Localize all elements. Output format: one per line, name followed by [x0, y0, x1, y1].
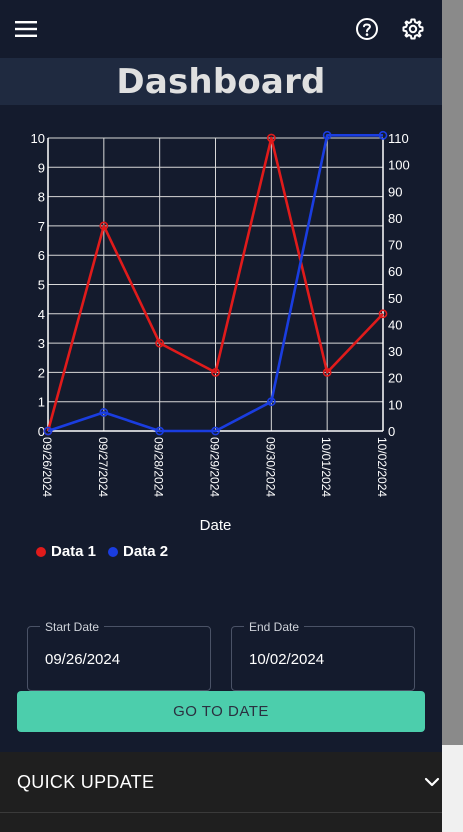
go-to-date-button[interactable]: GO TO DATE: [17, 691, 425, 732]
y-left-tick-label: 2: [38, 365, 45, 380]
quick-update-accordion[interactable]: QUICK UPDATE: [0, 752, 442, 812]
help-button[interactable]: [352, 14, 382, 44]
scrollbar-track[interactable]: [442, 0, 463, 832]
settings-button[interactable]: [398, 14, 428, 44]
y-right-tick-label: 80: [388, 211, 402, 226]
x-tick-label: 09/26/2024: [40, 437, 54, 497]
menu-button[interactable]: [11, 14, 41, 44]
legend-label-data-1: Data 1: [51, 543, 97, 560]
y-right-tick-label: 40: [388, 317, 402, 332]
end-date-label: End Date: [244, 620, 305, 634]
y-right-tick-label: 100: [388, 158, 410, 173]
x-tick-label: 09/30/2024: [263, 437, 277, 497]
y-left-tick-label: 10: [31, 131, 45, 146]
legend-label-data-2: Data 2: [123, 543, 169, 560]
legend-item-data-2[interactable]: Data 2: [108, 543, 168, 560]
start-date-label: Start Date: [40, 620, 105, 634]
data-point: [99, 407, 109, 417]
y-right-tick-label: 20: [388, 371, 402, 386]
y-right-tick-label: 60: [388, 264, 402, 279]
data-point: [322, 130, 332, 140]
y-right-tick-label: 0: [388, 424, 395, 439]
next-section-strip: [0, 812, 442, 832]
y-left-tick-label: 1: [38, 395, 45, 410]
series-2: [43, 130, 388, 436]
quick-update-title: QUICK UPDATE: [17, 771, 155, 792]
y-left-tick-label: 0: [38, 424, 45, 439]
y-right-tick-label: 90: [388, 184, 402, 199]
y-left-tick-label: 5: [38, 278, 45, 293]
app-root: Dashboard 0 1 2 3 4 5 6 7 8 9 10 0 10 20 30 40 50 60 70 80 9…: [0, 0, 442, 832]
x-tick-label: 09/28/2024: [152, 437, 166, 497]
title-bar: Dashboard: [0, 58, 442, 105]
y-right-tick-label: 10: [388, 397, 402, 412]
line-chart: 012345678910010203040506070809010011009/…: [31, 130, 410, 534]
y-left-tick-label: 3: [38, 336, 45, 351]
start-date-field[interactable]: Start Date 09/26/2024: [27, 620, 211, 691]
legend-swatch-data-2: [108, 546, 119, 557]
y-left-tick-label: 7: [38, 219, 45, 234]
chevron-down-icon[interactable]: [424, 774, 440, 790]
data-point: [211, 367, 220, 377]
y-left-tick-label: 6: [38, 248, 45, 263]
data-point: [322, 367, 332, 377]
legend-item-data-1[interactable]: Data 1: [36, 543, 96, 560]
chart-grid: [47, 137, 384, 432]
y-left-tick-label: 8: [38, 190, 45, 205]
help-circle-icon: [356, 18, 378, 40]
top-bar: [0, 0, 442, 58]
data-point: [155, 426, 165, 436]
x-axis-label: Date: [200, 517, 232, 534]
scrollbar-thumb[interactable]: [442, 0, 463, 745]
y-right-tick-label: 70: [388, 238, 402, 253]
page-title: Dashboard: [116, 61, 326, 102]
end-date-value[interactable]: 10/02/2024: [249, 651, 325, 668]
data-point: [378, 309, 388, 319]
chart-legend: Data 1 Data 2: [36, 543, 168, 560]
x-tick-label: 10/01/2024: [319, 437, 333, 497]
x-tick-label: 09/29/2024: [208, 437, 222, 497]
gear-icon: [402, 18, 424, 40]
data-point: [266, 133, 276, 143]
data-point: [211, 426, 220, 436]
series-line-2: [47, 134, 383, 433]
data-point: [43, 426, 53, 436]
legend-swatch-data-1: [36, 546, 46, 557]
x-tick-label: 10/02/2024: [375, 437, 389, 497]
x-tick-label: 09/27/2024: [96, 437, 110, 497]
data-point: [99, 221, 109, 231]
data-point: [155, 338, 165, 348]
data-point: [266, 397, 276, 407]
hamburger-menu-icon: [15, 21, 37, 37]
start-date-value[interactable]: 09/26/2024: [45, 651, 121, 668]
y-right-tick-label: 110: [388, 131, 409, 146]
data-point: [378, 130, 388, 140]
y-left-tick-label: 9: [38, 160, 45, 175]
y-right-tick-label: 50: [388, 291, 402, 306]
y-right-tick-label: 30: [388, 344, 402, 359]
y-left-tick-label: 4: [38, 307, 45, 322]
end-date-field[interactable]: End Date 10/02/2024: [231, 620, 415, 691]
series-line-1: [46, 136, 384, 432]
